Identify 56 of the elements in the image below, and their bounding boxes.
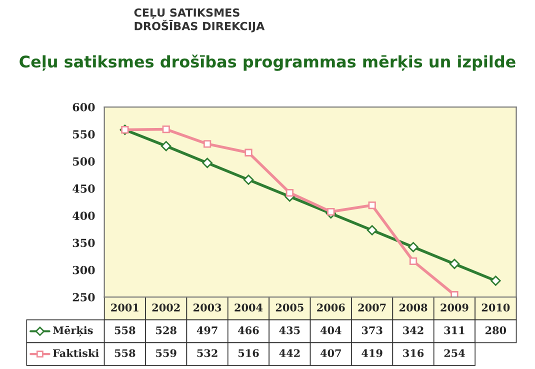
data-label: 559: [156, 349, 176, 358]
point: [409, 257, 418, 266]
data-label: 342: [403, 326, 424, 334]
text: CEĻU SATIKSMES DROŠĪBAS DIREKCIJA: [134, 8, 265, 32]
data-label: 516: [238, 349, 259, 358]
y-tick-label: 500: [73, 157, 95, 166]
point: [408, 242, 418, 252]
chart-title: Ceļu satiksmes drošības programmas mērķis un izpilde: [20, 54, 516, 71]
x-tick-label: 2007: [358, 304, 386, 312]
y-tick-label: 550: [73, 130, 95, 139]
legend-label: Mērķis: [52, 326, 93, 336]
point: [286, 188, 294, 197]
point: [449, 258, 460, 270]
point: [450, 291, 458, 298]
x-tick-label: 2005: [276, 304, 304, 312]
data-label: 373: [362, 326, 382, 334]
data-label: 280: [486, 326, 506, 334]
data-label: 466: [238, 326, 259, 334]
y-tick-label: 350: [72, 238, 95, 248]
data-label: 316: [403, 349, 424, 358]
legend-label: Faktiski: [53, 349, 99, 358]
point: [162, 125, 170, 134]
data-label: 497: [196, 326, 218, 334]
x-tick-label: 2006: [317, 304, 345, 312]
point: [203, 140, 212, 148]
x-tick-label: 2002: [152, 304, 180, 312]
y-tick-label: 300: [72, 266, 95, 274]
x-tick-label: 2001: [111, 304, 138, 312]
data-label: 404: [320, 326, 342, 334]
x-tick-label: 2004: [234, 304, 263, 312]
data-label: 407: [320, 349, 341, 358]
point: [202, 158, 212, 168]
x-tick-label: 2010: [482, 304, 510, 312]
point: [327, 208, 335, 216]
data-label: 558: [114, 326, 136, 334]
data-label: 435: [279, 326, 300, 334]
point: [161, 140, 172, 152]
data-label: 528: [156, 326, 176, 334]
data-label: 558: [114, 349, 136, 358]
point: [366, 225, 378, 236]
y-tick-label: 600: [72, 102, 95, 112]
point: [244, 148, 252, 156]
y-tick-label: 450: [72, 184, 95, 193]
y-tick-label: 250: [72, 293, 95, 302]
x-tick-label: 2009: [440, 304, 468, 312]
point: [368, 201, 376, 210]
point: [490, 276, 501, 286]
x-tick-label: 2008: [399, 304, 428, 312]
data-label: 419: [362, 349, 382, 358]
data-label: 254: [444, 349, 465, 358]
data-label: 311: [444, 326, 464, 334]
x-tick-label: 2003: [194, 304, 222, 312]
data-label: 532: [197, 349, 218, 358]
point: [243, 174, 254, 185]
data-label: 442: [279, 349, 300, 357]
y-tick-label: 400: [72, 212, 95, 220]
